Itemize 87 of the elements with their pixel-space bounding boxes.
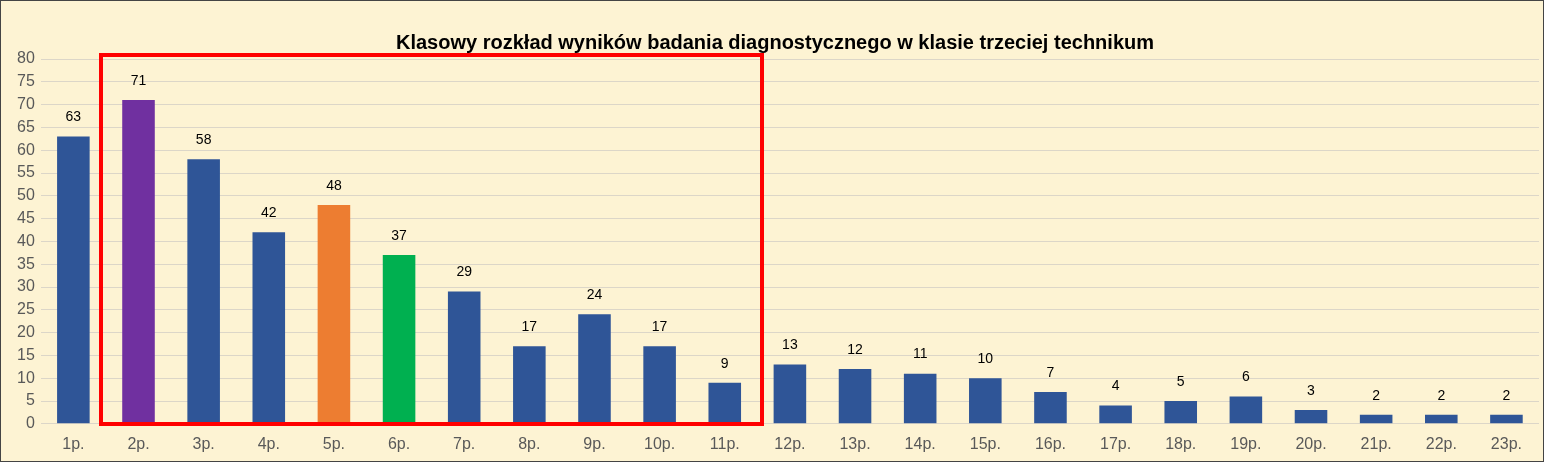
data-label: 10 xyxy=(977,350,994,367)
bar xyxy=(838,369,872,424)
x-tick-label: 11p. xyxy=(709,434,740,452)
y-tick-label: 40 xyxy=(17,231,35,249)
x-tick-label: 19p. xyxy=(1230,434,1262,452)
x-tick-label: 15p. xyxy=(969,434,1001,452)
y-tick-label: 35 xyxy=(17,254,35,272)
x-tick-label: 18p. xyxy=(1165,434,1197,452)
y-tick-label: 20 xyxy=(17,323,35,341)
bar xyxy=(382,255,416,424)
data-label: 37 xyxy=(391,226,408,243)
bar xyxy=(317,204,351,424)
bar xyxy=(57,136,90,424)
data-label: 17 xyxy=(521,318,538,335)
data-label: 17 xyxy=(651,318,668,335)
data-label: 4 xyxy=(1111,377,1120,394)
y-tick-label: 60 xyxy=(17,140,35,158)
y-tick-label: 5 xyxy=(25,391,35,409)
bar xyxy=(1294,410,1328,424)
y-tick-label: 50 xyxy=(17,186,35,204)
bar xyxy=(578,314,611,424)
data-label: 2 xyxy=(1502,386,1511,403)
x-tick-label: 23p. xyxy=(1490,434,1522,452)
x-tick-label: 9p. xyxy=(583,434,606,452)
data-label: 5 xyxy=(1176,372,1185,389)
y-tick-label: 80 xyxy=(17,49,35,67)
data-label: 48 xyxy=(326,176,342,193)
bar xyxy=(1099,405,1132,424)
bar xyxy=(708,382,742,424)
x-tick-label: 10p. xyxy=(644,434,676,452)
bar xyxy=(447,291,481,424)
x-tick-label: 1p. xyxy=(62,434,85,452)
bar xyxy=(1164,401,1198,424)
data-label: 13 xyxy=(782,336,798,353)
y-tick-label: 0 xyxy=(25,414,35,432)
x-tick-label: 5p. xyxy=(322,434,346,452)
bar xyxy=(643,346,676,424)
y-tick-label: 15 xyxy=(17,345,35,363)
x-tick-label: 12p. xyxy=(774,434,806,452)
data-label: 2 xyxy=(1437,386,1446,403)
bar xyxy=(252,232,286,424)
data-label: 24 xyxy=(586,286,603,303)
x-tick-label: 8p. xyxy=(518,434,541,452)
x-tick-label: 22p. xyxy=(1425,434,1457,452)
data-label: 3 xyxy=(1307,381,1316,398)
data-label: 29 xyxy=(456,263,473,280)
y-tick-label: 30 xyxy=(17,277,35,295)
data-label: 71 xyxy=(130,71,147,88)
data-label: 11 xyxy=(912,345,928,362)
bar xyxy=(1490,414,1523,424)
data-label: 2 xyxy=(1372,386,1381,403)
bar xyxy=(1425,414,1458,424)
x-tick-label: 13p. xyxy=(839,434,871,452)
y-tick-label: 25 xyxy=(17,300,35,318)
data-label: 9 xyxy=(720,354,729,371)
y-tick-label: 65 xyxy=(17,117,35,135)
y-tick-label: 10 xyxy=(17,368,35,386)
x-tick-label: 3p. xyxy=(192,434,215,452)
bar xyxy=(1034,391,1067,424)
data-label: 6 xyxy=(1241,368,1250,385)
bar xyxy=(1229,396,1263,424)
bar xyxy=(773,364,807,424)
x-tick-label: 7p. xyxy=(453,434,476,452)
data-label: 12 xyxy=(847,340,864,357)
bar xyxy=(122,100,155,424)
y-tick-label: 45 xyxy=(17,209,35,227)
bar xyxy=(187,159,220,424)
x-tick-label: 14p. xyxy=(904,434,936,452)
data-label: 58 xyxy=(195,131,212,148)
y-tick-label: 70 xyxy=(17,95,35,113)
x-tick-label: 4p. xyxy=(257,434,280,452)
bar xyxy=(513,346,546,424)
data-label: 7 xyxy=(1046,363,1055,380)
bar xyxy=(903,373,937,424)
bar xyxy=(1359,414,1393,424)
bar xyxy=(969,378,1002,424)
data-label: 42 xyxy=(261,204,277,221)
x-tick-label: 6p. xyxy=(387,434,411,452)
data-label: 63 xyxy=(65,108,82,125)
y-tick-label: 55 xyxy=(17,163,35,181)
x-tick-label: 17p. xyxy=(1100,434,1132,452)
x-tick-label: 20p. xyxy=(1295,434,1327,452)
x-tick-label: 21p. xyxy=(1360,434,1392,452)
y-tick-label: 75 xyxy=(17,72,35,90)
x-tick-label: 2p. xyxy=(127,434,150,452)
chart-title: Klasowy rozkład wyników badania diagnostycznego w klasie trzeciej technikum xyxy=(396,30,1154,53)
x-tick-label: 16p. xyxy=(1034,434,1067,452)
